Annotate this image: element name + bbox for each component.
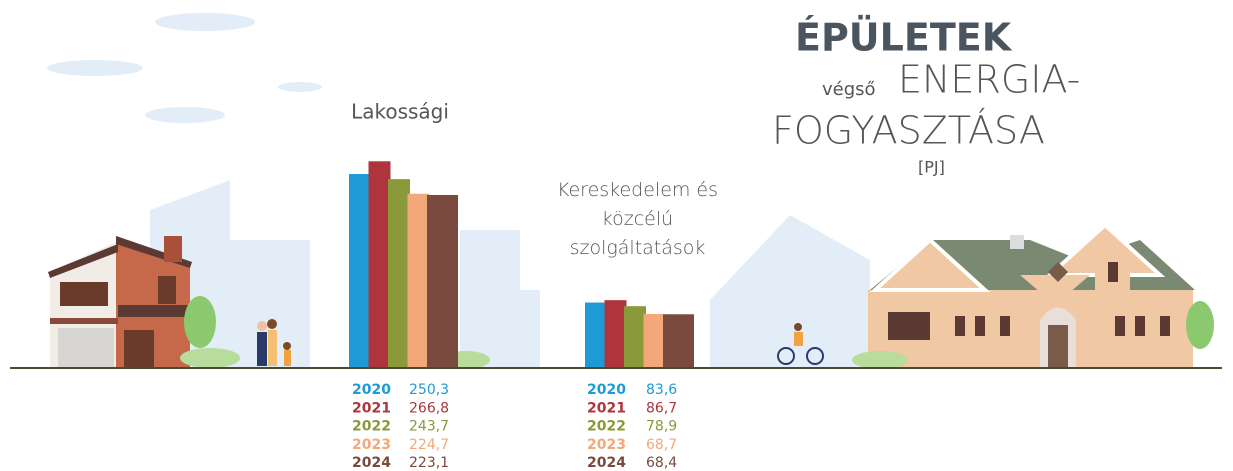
bar — [427, 195, 458, 367]
value-label: 224,7 — [409, 437, 449, 453]
legend-year: 2024 — [587, 455, 626, 471]
value-label: 266,8 — [409, 400, 449, 416]
subtitle: ENERGIA- — [898, 58, 1080, 102]
legend-year: 2020 — [587, 382, 626, 398]
value-label: 83,6 — [646, 382, 677, 398]
legend-year: 2022 — [352, 419, 391, 435]
legend-year: 2021 — [352, 400, 391, 416]
legend-year: 2023 — [587, 437, 626, 453]
legend-year: 2020 — [352, 382, 391, 398]
legend-year: 2021 — [587, 400, 626, 416]
bar — [408, 194, 430, 367]
subtitle-small: végső — [822, 79, 876, 100]
value-label: 68,4 — [646, 455, 677, 471]
legend-year: 2024 — [352, 455, 391, 471]
chart-title: ÉPÜLETEK — [795, 16, 1013, 60]
bar — [369, 161, 391, 367]
value-label: 243,7 — [409, 419, 449, 435]
category-label: Lakossági — [351, 100, 449, 124]
bar — [663, 314, 694, 367]
bar — [644, 314, 666, 367]
category-label: Kereskedelem és közcélú szolgáltatások — [545, 176, 730, 263]
infographic: ÉPÜLETEK végső ENERGIA- FOGYASZTÁSA [PJ]… — [0, 0, 1233, 471]
value-label: 68,7 — [646, 437, 677, 453]
bar — [349, 174, 371, 367]
bar — [388, 179, 410, 367]
bar — [585, 303, 607, 367]
unit: [PJ] — [918, 158, 945, 177]
value-label: 250,3 — [409, 382, 449, 398]
bar — [605, 300, 627, 367]
value-label: 78,9 — [646, 419, 677, 435]
value-label: 223,1 — [409, 455, 449, 471]
subtitle: FOGYASZTÁSA — [772, 109, 1045, 153]
legend-year: 2023 — [352, 437, 391, 453]
value-label: 86,7 — [646, 400, 677, 416]
bar — [624, 306, 646, 367]
legend-year: 2022 — [587, 419, 626, 435]
